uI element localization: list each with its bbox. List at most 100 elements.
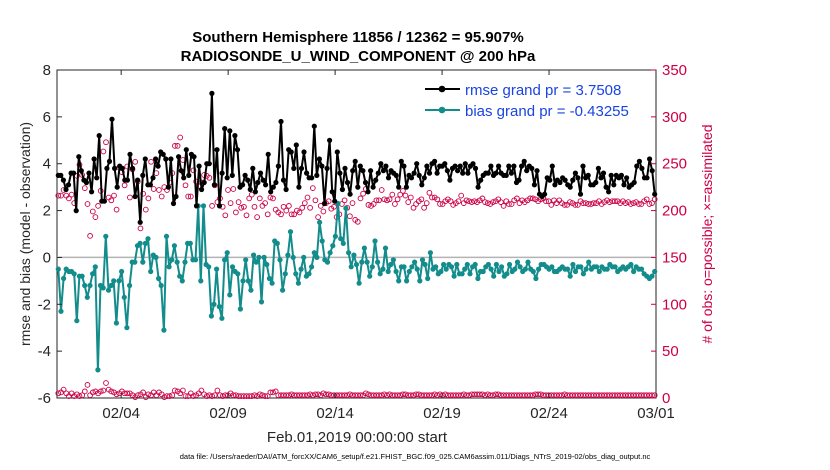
bias-line (57, 202, 656, 371)
rmse-point (608, 172, 614, 178)
rmse-point (529, 165, 535, 171)
rmse-point (447, 177, 453, 183)
rmse-point (329, 189, 335, 195)
rmse-point (606, 189, 612, 195)
obs-count-low-point (567, 392, 573, 399)
rmse-point (124, 177, 130, 183)
rmse-point (206, 161, 212, 167)
obs-count-low-point (529, 392, 536, 399)
rmse-point (165, 184, 171, 190)
obs-possible-point (468, 199, 475, 205)
bias-point (533, 275, 539, 282)
obs-possible-point (235, 199, 242, 205)
rmse-point (275, 163, 281, 169)
rmse-point (424, 163, 430, 169)
rmse-point (621, 182, 627, 188)
bias-point (261, 254, 267, 260)
rmse-point (137, 219, 143, 225)
obs-count-low-point (561, 391, 568, 398)
obs-count-low-point (407, 392, 414, 399)
obs-count-low-point (190, 393, 197, 399)
bias-point (448, 264, 455, 270)
obs-possible-point (410, 204, 417, 211)
rmse-point (368, 168, 374, 174)
rmse-point (288, 149, 294, 155)
bias-point (251, 252, 257, 258)
bias-point (491, 273, 497, 279)
obs-count-low-point (307, 391, 313, 398)
y-tick-label-right: 0 (662, 390, 670, 407)
rmse-point (647, 156, 653, 162)
obs-count-low-point (89, 389, 96, 396)
obs-possible-point (347, 213, 353, 220)
bias-point (506, 261, 513, 268)
y-tick-label-left: 0 (43, 249, 51, 266)
obs-possible-point (92, 214, 99, 220)
rmse-point (652, 191, 658, 197)
bias-point (108, 282, 114, 289)
y-tick-label-left: 6 (43, 109, 51, 126)
rmse-point (216, 203, 223, 209)
legend-rmse-marker (438, 85, 446, 93)
obs-possible-point (304, 194, 311, 201)
rmse-point (257, 170, 264, 176)
rmse-point (196, 163, 202, 169)
bias-point (245, 278, 251, 284)
obs-possible-point (307, 204, 313, 211)
bias-point (406, 268, 412, 275)
bias-point (179, 278, 185, 284)
rmse-point (86, 170, 92, 176)
bias-point (583, 266, 589, 272)
bias-point (58, 308, 64, 314)
rmse-point (547, 177, 553, 183)
obs-count-low-point (516, 392, 523, 399)
rmse-point (393, 172, 399, 178)
rmse-point (444, 168, 450, 174)
rmse-point (201, 179, 207, 186)
rmse-point (304, 170, 310, 176)
obs-possible-point (582, 200, 589, 206)
obs-possible-point (142, 206, 149, 213)
obs-possible-point (349, 200, 356, 206)
rmse-point (224, 175, 230, 181)
obs-possible-point (113, 206, 120, 213)
obs-count-low-point (386, 391, 393, 398)
obs-count-low-point (402, 391, 409, 398)
obs-possible-point (590, 200, 597, 206)
bias-point (346, 250, 352, 256)
rmse-point (160, 151, 166, 157)
x-tick-label: 02/04 (102, 405, 140, 422)
rmse-point (263, 182, 269, 188)
obs-count-low-point (328, 392, 335, 399)
obs-count-low-point (272, 388, 279, 395)
bias-point (393, 268, 399, 275)
rmse-point (153, 156, 159, 162)
obs-possible-point (127, 194, 133, 201)
obs-possible-point (248, 191, 255, 198)
bias-point (652, 268, 658, 275)
obs-possible-point (370, 201, 377, 207)
obs-count-low-point (124, 390, 131, 397)
obs-count-low-point (421, 392, 427, 399)
bias-point (293, 271, 299, 277)
rmse-point (600, 170, 607, 176)
rmse-point (350, 168, 356, 174)
obs-count-low-point (241, 393, 247, 399)
obs-count-low-point (331, 392, 337, 399)
obs-count-low-point (564, 392, 571, 399)
bias-point (628, 261, 634, 268)
obs-count-low-point (312, 391, 319, 398)
rmse-point (114, 184, 120, 190)
bias-point (499, 264, 505, 270)
bias-point (317, 219, 323, 225)
obs-count-low-point (514, 392, 520, 399)
bias-point (105, 287, 112, 293)
rmse-point (488, 163, 494, 169)
bias-point (295, 280, 301, 286)
rmse-point (78, 168, 84, 174)
obs-count-low-point (532, 391, 539, 398)
obs-possible-point (426, 189, 433, 196)
obs-possible-point (389, 191, 396, 198)
obs-count-low-point (323, 391, 329, 398)
